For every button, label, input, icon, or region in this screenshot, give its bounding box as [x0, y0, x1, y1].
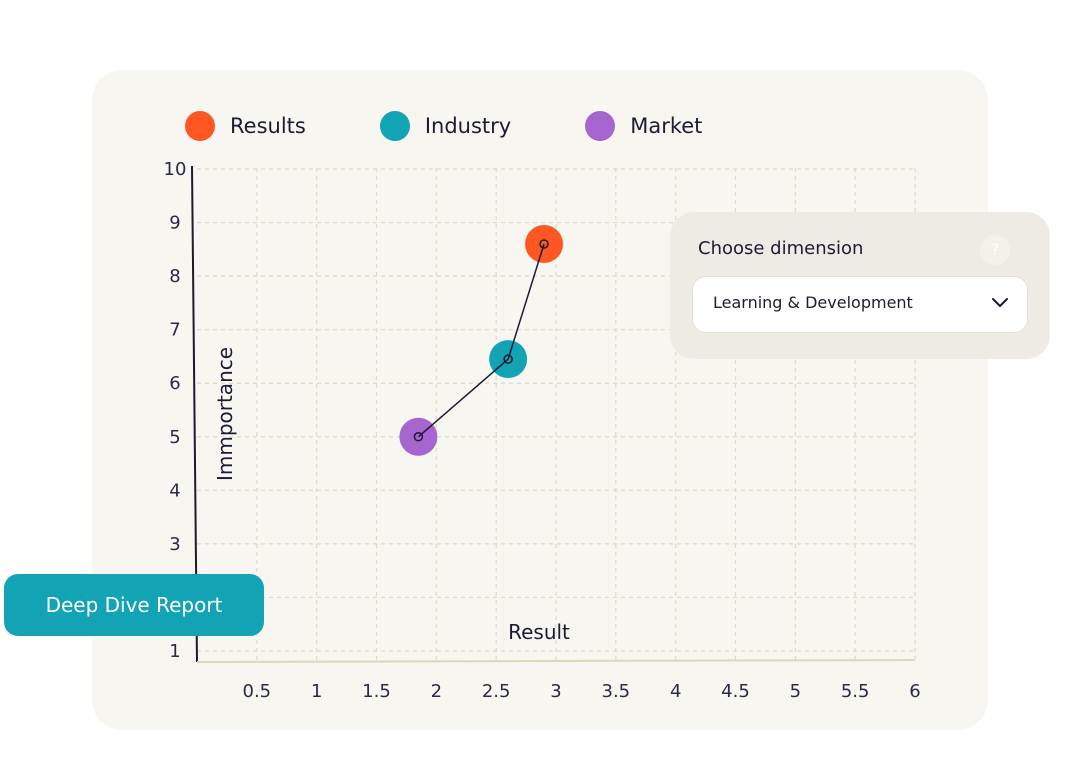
legend-dot-industry [379, 111, 410, 141]
x-tick-label: 2.5 [482, 681, 511, 702]
data-series [399, 224, 564, 456]
y-tick-label: 6 [169, 373, 180, 394]
legend-label: Results [230, 114, 306, 138]
y-tick-label: 10 [164, 159, 187, 180]
chevron-down-icon [992, 298, 1008, 307]
x-tick-label: 5.5 [841, 681, 870, 702]
legend-label: Market [630, 114, 703, 138]
x-tick-label: 3.5 [602, 681, 631, 702]
connector-line [417, 243, 545, 438]
y-tick-label: 8 [169, 266, 180, 287]
legend-dot-results [185, 111, 215, 141]
y-tick-label: 4 [169, 480, 180, 501]
x-tick-label: 0.5 [243, 681, 272, 702]
data-point-marker-industry [503, 354, 513, 364]
y-axis-title: Immportance [213, 347, 237, 481]
help-icon[interactable]: ? [980, 235, 1010, 265]
x-tick-label: 5 [790, 681, 801, 702]
x-tick-label: 3 [550, 681, 561, 702]
legend-label: Industry [424, 114, 512, 138]
x-tick-label: 4.5 [721, 681, 750, 702]
x-tick-label: 4 [670, 681, 681, 702]
dimension-title: Choose dimension [698, 238, 864, 259]
y-tick-label: 3 [169, 534, 180, 555]
chart-legend: Results Industry Market [185, 110, 776, 142]
data-point-marker-market [413, 432, 424, 442]
x-tick-label: 1 [311, 681, 322, 702]
dimension-select[interactable]: Learning & Development [692, 276, 1028, 333]
x-axis-title: Result [508, 620, 570, 644]
deep-dive-report-button[interactable]: Deep Dive Report [4, 574, 264, 636]
x-tick-label: 2 [431, 681, 442, 702]
x-axis-ticks: 0.5 1 1.5 2 2.5 3 3.5 4 4.5 5 5.5 6 [243, 681, 921, 702]
y-tick-label: 7 [169, 320, 180, 341]
x-axis-line [196, 659, 916, 663]
x-tick-label: 1.5 [362, 681, 391, 702]
legend-item-industry: Industry [379, 111, 512, 141]
dimension-select-value: Learning & Development [713, 293, 913, 312]
y-tick-label: 9 [169, 213, 180, 234]
legend-dot-market [585, 111, 616, 141]
x-tick-label: 6 [909, 681, 920, 702]
legend-item-market: Market [585, 111, 702, 141]
y-tick-label: 5 [169, 427, 180, 448]
data-point-marker-results [539, 239, 549, 249]
y-tick-label: 1 [169, 641, 180, 662]
legend-item-results: Results [185, 111, 306, 141]
